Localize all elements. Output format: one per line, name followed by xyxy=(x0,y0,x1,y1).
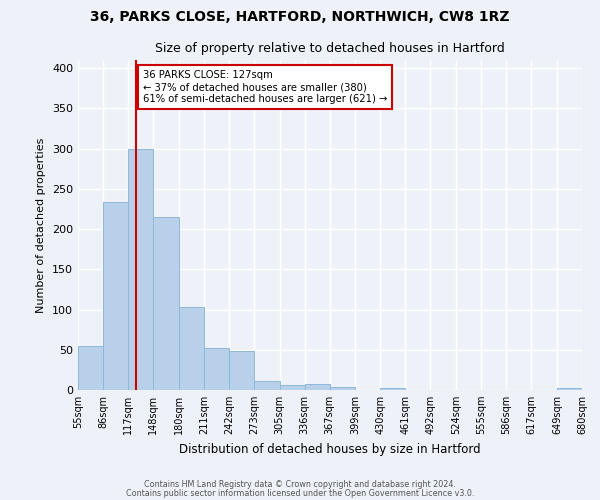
Bar xyxy=(204,348,229,390)
Bar xyxy=(305,384,329,390)
Bar xyxy=(128,148,153,390)
Bar xyxy=(254,381,280,390)
Bar xyxy=(280,385,305,390)
Bar xyxy=(329,387,355,390)
Text: 36, PARKS CLOSE, HARTFORD, NORTHWICH, CW8 1RZ: 36, PARKS CLOSE, HARTFORD, NORTHWICH, CW… xyxy=(90,10,510,24)
Text: Contains public sector information licensed under the Open Government Licence v3: Contains public sector information licen… xyxy=(126,488,474,498)
Bar xyxy=(153,217,179,390)
Bar xyxy=(78,346,103,390)
Text: Contains HM Land Registry data © Crown copyright and database right 2024.: Contains HM Land Registry data © Crown c… xyxy=(144,480,456,489)
Title: Size of property relative to detached houses in Hartford: Size of property relative to detached ho… xyxy=(155,42,505,54)
X-axis label: Distribution of detached houses by size in Hartford: Distribution of detached houses by size … xyxy=(179,442,481,456)
Bar xyxy=(380,388,406,390)
Bar xyxy=(103,202,128,390)
Y-axis label: Number of detached properties: Number of detached properties xyxy=(37,138,46,312)
Bar xyxy=(229,350,254,390)
Text: 36 PARKS CLOSE: 127sqm
← 37% of detached houses are smaller (380)
61% of semi-de: 36 PARKS CLOSE: 127sqm ← 37% of detached… xyxy=(143,70,387,104)
Bar xyxy=(179,307,204,390)
Bar xyxy=(557,388,582,390)
